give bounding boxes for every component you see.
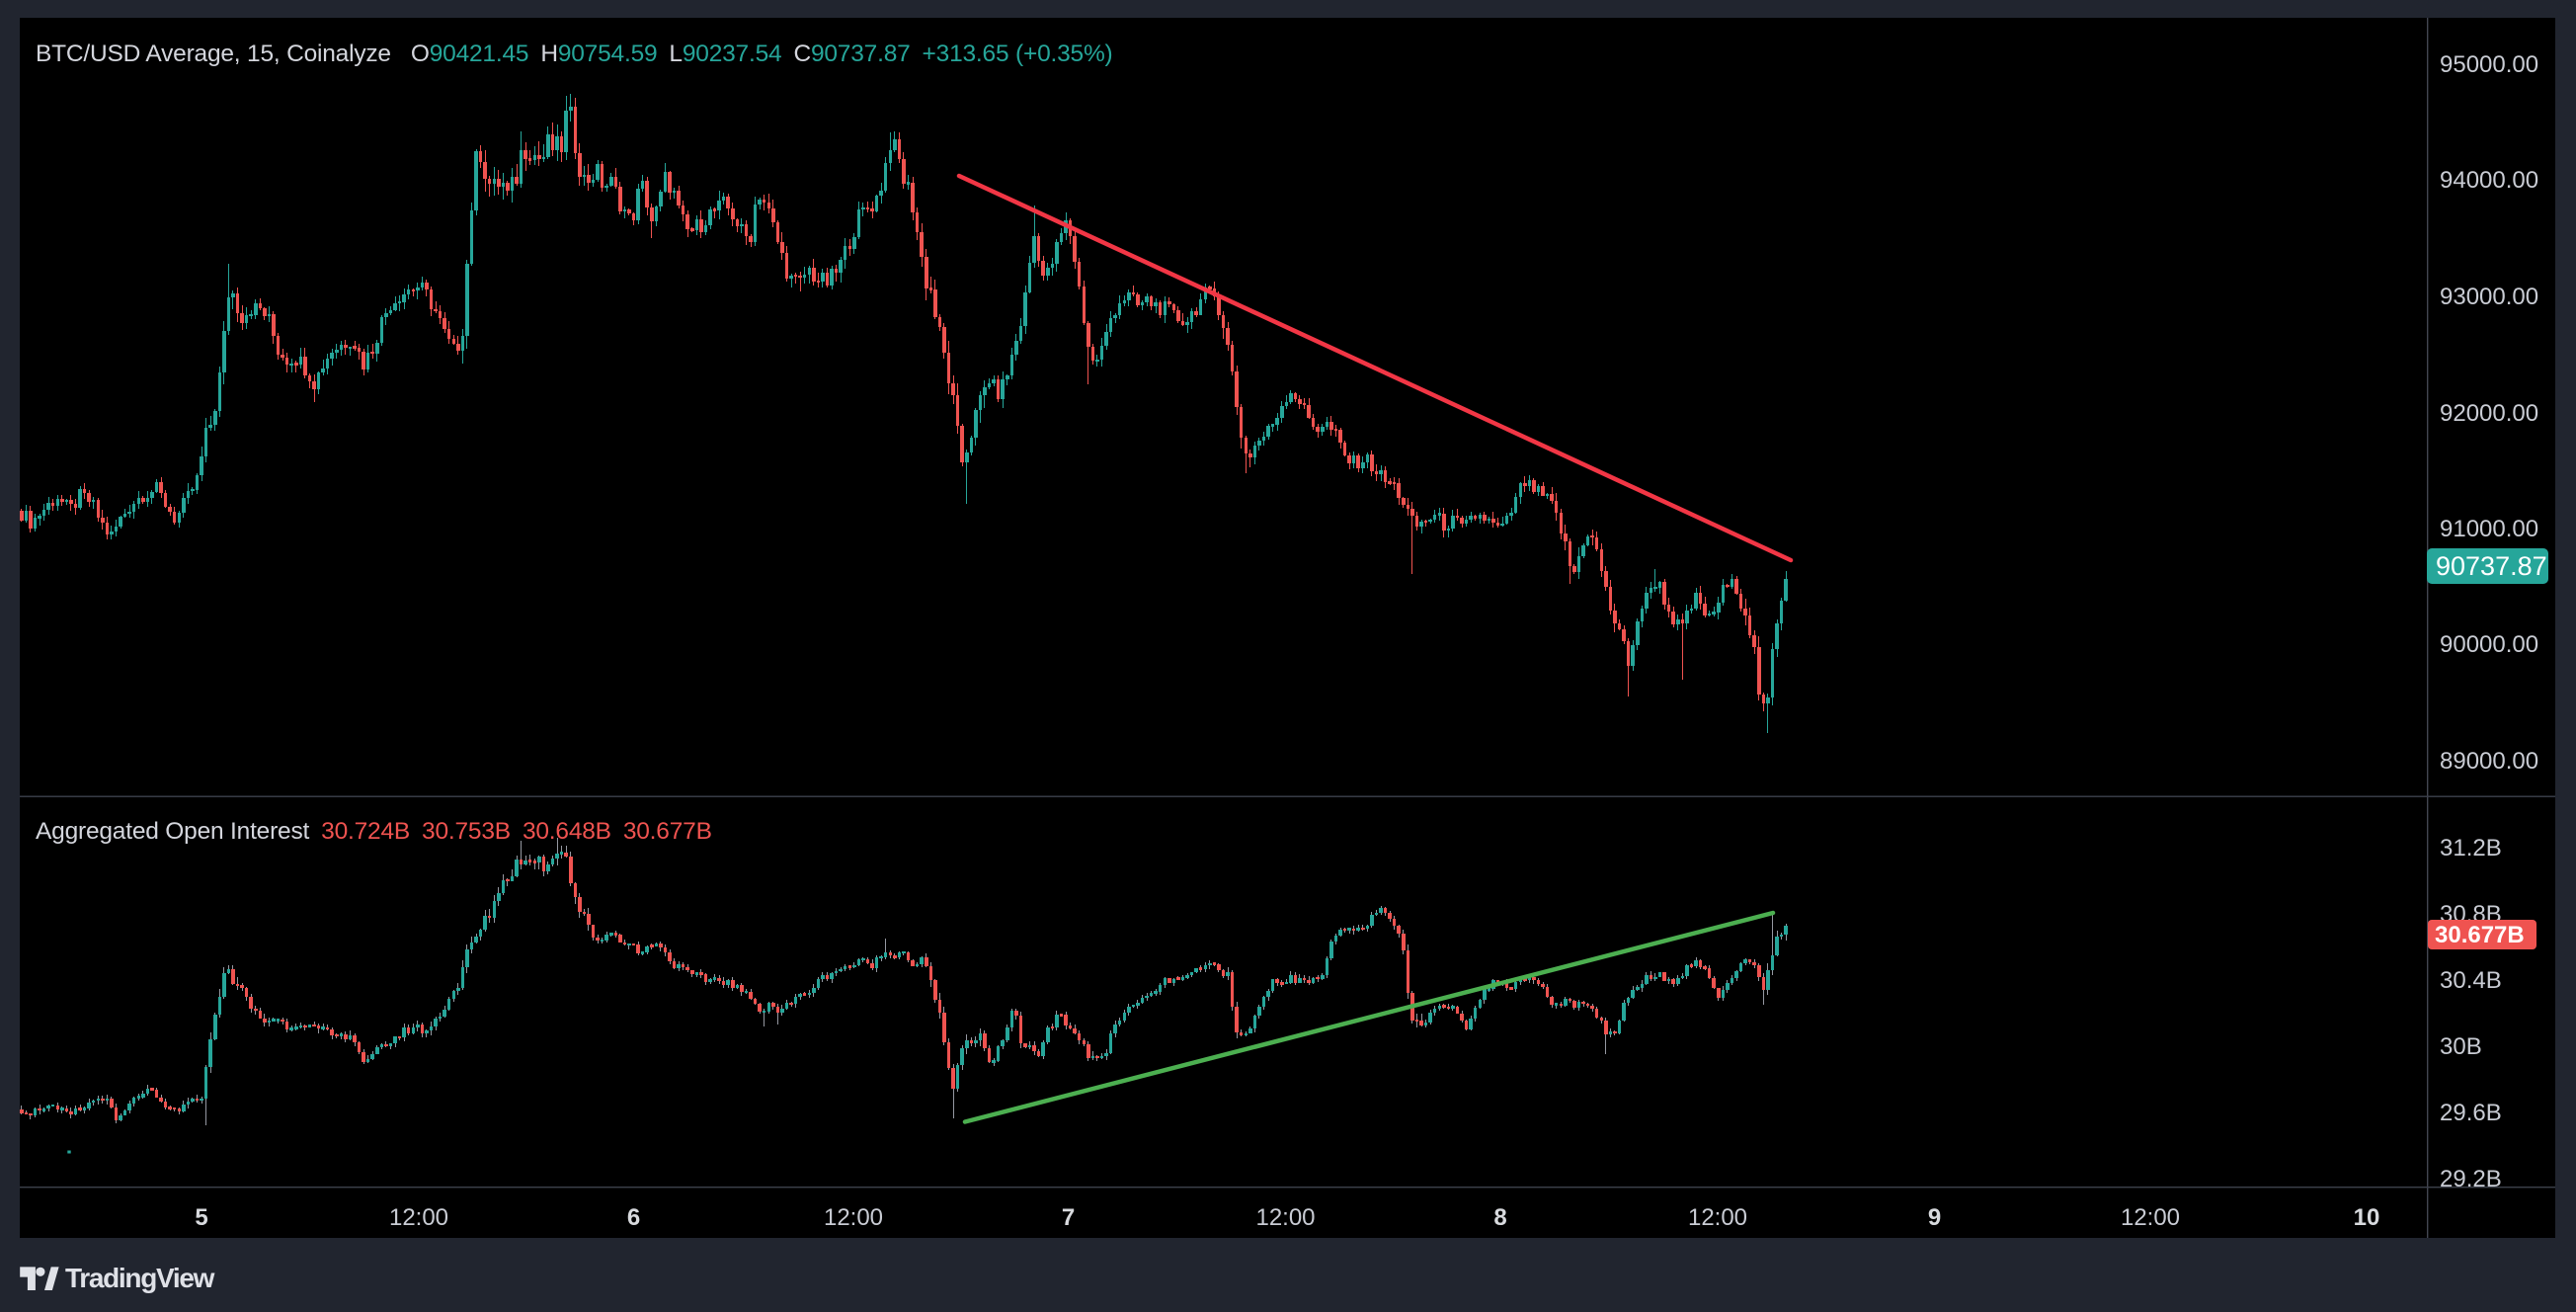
svg-text:TradingView: TradingView — [65, 1263, 215, 1293]
svg-text:89000.00: 89000.00 — [2440, 748, 2538, 775]
svg-text:29.6B: 29.6B — [2440, 1100, 2502, 1126]
svg-text:10: 10 — [2354, 1204, 2380, 1231]
svg-text:30.677B: 30.677B — [2435, 922, 2525, 948]
svg-text:92000.00: 92000.00 — [2440, 400, 2538, 427]
svg-text:12:00: 12:00 — [389, 1204, 448, 1231]
svg-text:29.2B: 29.2B — [2440, 1166, 2502, 1192]
svg-text:8: 8 — [1493, 1204, 1506, 1231]
svg-text:6: 6 — [627, 1204, 640, 1231]
svg-text:12:00: 12:00 — [1255, 1204, 1315, 1231]
svg-text:31.2B: 31.2B — [2440, 835, 2502, 861]
svg-text:93000.00: 93000.00 — [2440, 284, 2538, 310]
svg-text:12:00: 12:00 — [1688, 1204, 1747, 1231]
svg-text:30.4B: 30.4B — [2440, 967, 2502, 994]
svg-text:90000.00: 90000.00 — [2440, 631, 2538, 658]
svg-text:30B: 30B — [2440, 1033, 2482, 1060]
svg-text:12:00: 12:00 — [824, 1204, 883, 1231]
svg-text:5: 5 — [195, 1204, 207, 1231]
svg-text:95000.00: 95000.00 — [2440, 51, 2538, 78]
svg-text:12:00: 12:00 — [2121, 1204, 2180, 1231]
svg-text:94000.00: 94000.00 — [2440, 167, 2538, 194]
svg-text:7: 7 — [1062, 1204, 1075, 1231]
svg-text:9: 9 — [1928, 1204, 1941, 1231]
svg-text:BTC/USD Average, 15, Coinalyze: BTC/USD Average, 15, Coinalyze O90421.45 H… — [36, 41, 1113, 67]
svg-text:90737.87: 90737.87 — [2436, 551, 2547, 581]
svg-text:91000.00: 91000.00 — [2440, 516, 2538, 542]
